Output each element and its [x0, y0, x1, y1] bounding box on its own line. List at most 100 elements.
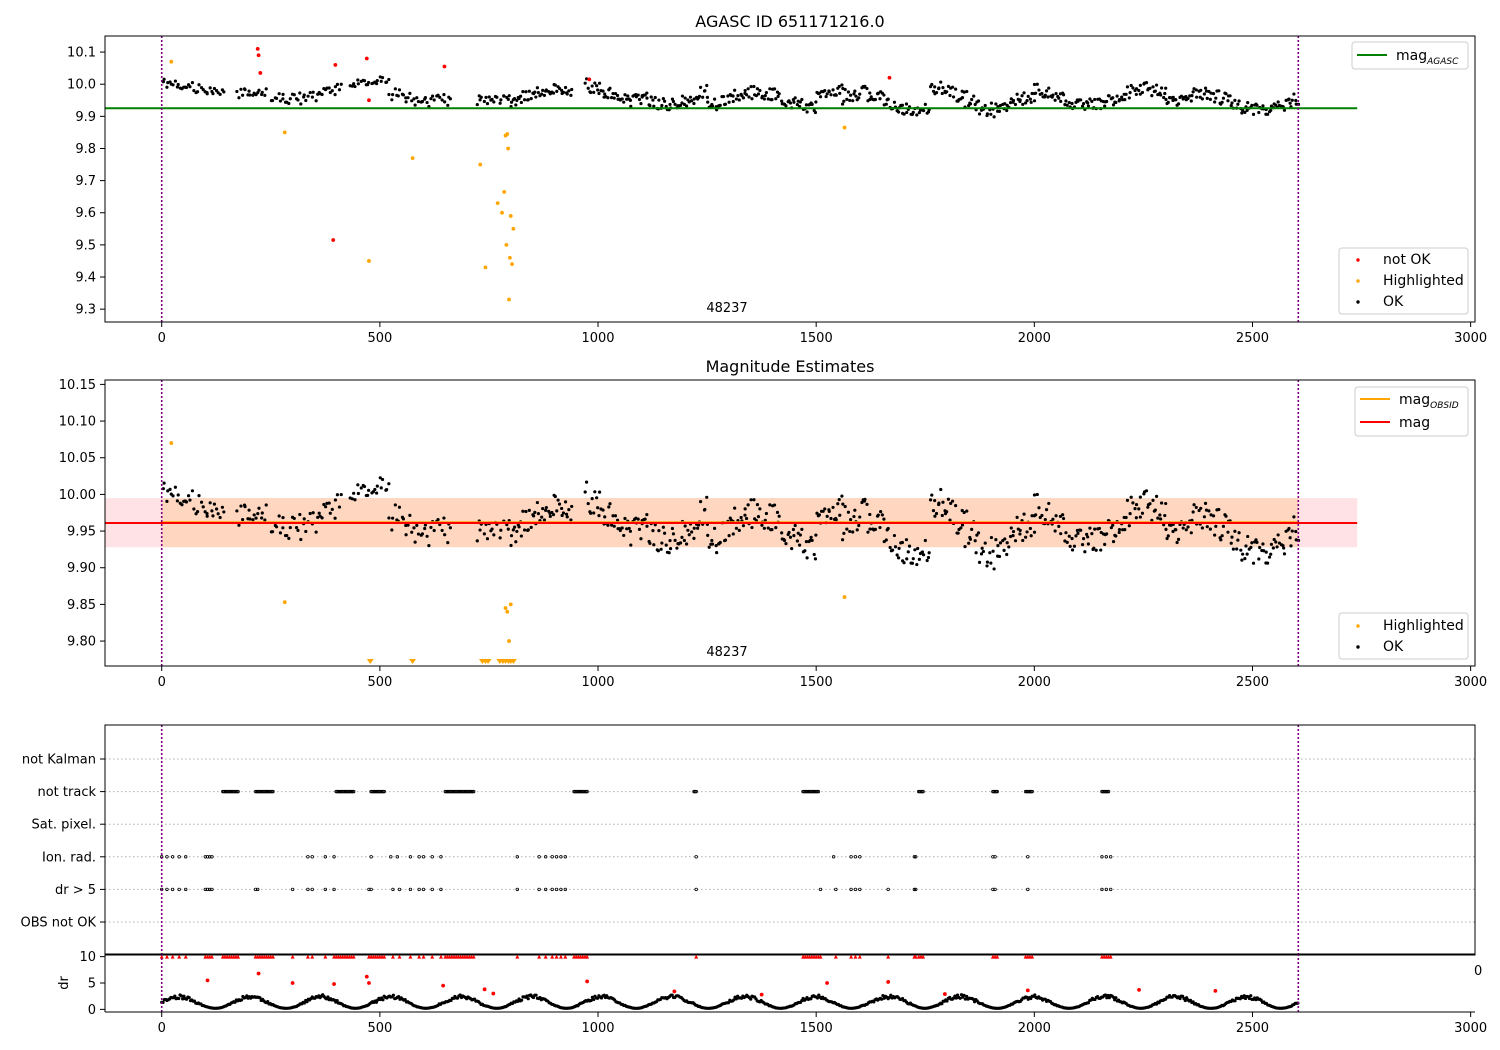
ok-point — [442, 92, 446, 97]
ok-point — [212, 86, 217, 91]
ok-point — [1024, 535, 1028, 539]
ok-point — [1251, 561, 1256, 565]
ok-point — [1151, 498, 1155, 502]
ok-point — [375, 491, 379, 495]
flag-marker — [913, 855, 918, 859]
ok-point — [590, 84, 594, 88]
ok-point — [296, 98, 300, 102]
ok-point — [960, 96, 965, 100]
ok-point — [1254, 538, 1258, 542]
ok-point — [736, 94, 740, 98]
ok-point — [535, 500, 540, 505]
ok-point — [723, 538, 728, 542]
ok-point — [608, 502, 612, 506]
ok-point — [590, 497, 594, 501]
ok-point — [1209, 513, 1213, 517]
ok-point — [967, 541, 971, 545]
ok-point — [1203, 501, 1208, 506]
ok-point — [542, 518, 547, 522]
dr-point — [391, 993, 395, 997]
ok-point — [866, 530, 870, 534]
ok-point — [1249, 545, 1253, 549]
ok-point — [257, 88, 261, 92]
dr-clipped-marker — [913, 954, 918, 959]
ok-point — [1092, 546, 1096, 550]
ok-point — [1008, 101, 1013, 105]
dr-point — [181, 997, 185, 1001]
flag-marker — [421, 855, 426, 859]
ok-point — [288, 97, 292, 101]
legend-swatch-ok — [1356, 645, 1360, 649]
ok-point — [661, 96, 665, 101]
ok-point — [490, 527, 494, 531]
panel4-x-tick-label: 1000 — [581, 1021, 614, 1036]
ok-point — [840, 83, 844, 87]
ok-point — [592, 90, 596, 94]
dr-clipped-marker — [818, 954, 823, 959]
panel4-y-tick-label: 5 — [88, 977, 96, 992]
ok-point — [980, 546, 984, 550]
ok-point — [921, 109, 926, 113]
legend-label-ok: OK — [1383, 294, 1404, 310]
ok-point — [628, 529, 633, 533]
ok-point — [281, 526, 285, 530]
ok-point — [762, 97, 766, 101]
ok-point — [962, 90, 966, 94]
dr-not-ok-point — [491, 991, 496, 996]
ok-point — [683, 524, 687, 528]
ok-point — [1159, 93, 1163, 97]
ok-point — [692, 97, 696, 101]
ok-point — [1264, 550, 1268, 554]
dr-not-ok-point — [290, 981, 295, 985]
flag-marker — [1108, 887, 1113, 892]
ok-point — [718, 103, 722, 107]
ok-point — [311, 90, 315, 94]
ok-point — [352, 82, 356, 86]
ok-point — [1257, 557, 1261, 561]
ok-point — [1020, 94, 1024, 98]
ok-point — [529, 525, 533, 529]
flag-marker — [853, 855, 858, 859]
ok-point — [1005, 108, 1009, 113]
ok-point — [532, 514, 536, 518]
ok-point — [1276, 100, 1280, 104]
ok-point — [565, 92, 569, 96]
ok-point — [1011, 533, 1015, 538]
dr-point — [520, 998, 524, 1002]
ok-point — [1294, 529, 1298, 534]
ok-point — [192, 88, 196, 93]
dr-not-ok-point — [1213, 989, 1218, 993]
ok-point — [915, 113, 919, 117]
ok-point — [1070, 548, 1075, 552]
panel2-x-tick-label: 500 — [367, 675, 392, 690]
ok-point — [892, 533, 897, 538]
ok-point — [1151, 85, 1155, 89]
ok-point — [970, 527, 974, 531]
ok-point — [706, 100, 710, 104]
ok-point — [1240, 558, 1244, 562]
ok-point — [235, 509, 239, 513]
ok-point — [1205, 525, 1209, 529]
ok-point — [446, 541, 450, 545]
ok-point — [827, 509, 831, 513]
dr-point — [1111, 995, 1115, 999]
flag-marker — [921, 789, 925, 794]
ok-point — [762, 526, 766, 530]
ok-point — [1163, 513, 1167, 518]
ok-point — [1230, 535, 1234, 539]
ok-point — [220, 505, 225, 509]
ok-point — [1207, 509, 1211, 513]
ok-point — [1099, 548, 1103, 552]
dr-point — [381, 998, 385, 1002]
ok-point — [1153, 508, 1157, 512]
ok-point — [1065, 540, 1069, 544]
flag-marker — [210, 855, 214, 859]
ok-point — [1024, 101, 1028, 105]
ok-point — [416, 99, 421, 104]
clipped-highlighted-marker — [366, 659, 374, 664]
flag-marker — [306, 887, 310, 892]
panel1-x-tick-label: 3000 — [1454, 331, 1487, 346]
ok-point — [974, 551, 978, 555]
ok-point — [597, 81, 602, 85]
ok-point — [1124, 92, 1128, 96]
